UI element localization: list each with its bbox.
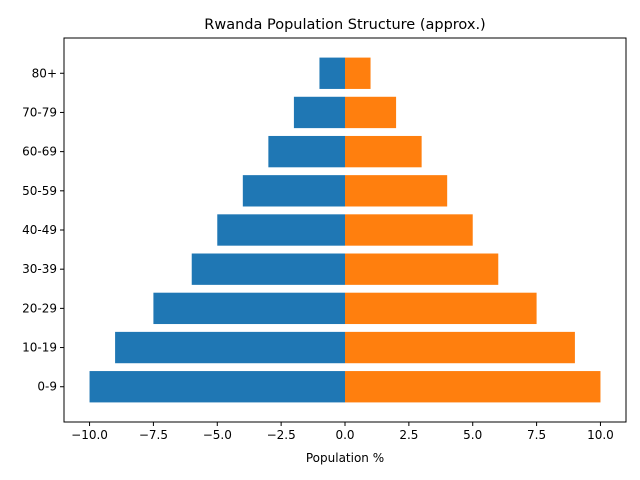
bar-series2-80+	[345, 57, 371, 89]
chart-title: Rwanda Population Structure (approx.)	[204, 17, 485, 33]
x-tick-label: 5.0	[463, 428, 482, 442]
y-axis-ticks: 0-9 10-19 20-29 30-39 40-49 50-59 60-69 70-79 80…	[22, 66, 64, 394]
bar-series2-20-29	[345, 292, 537, 325]
bar-series1-0-9	[89, 371, 345, 403]
y-tick-label: 70-79	[22, 105, 57, 119]
bar-series1-80+	[319, 57, 345, 89]
x-tick-label: −7.5	[139, 428, 168, 442]
x-tick-label: 10.0	[587, 428, 614, 442]
y-tick-label: 50-59	[22, 184, 57, 198]
y-tick-label: 30-39	[22, 262, 57, 276]
x-tick-label: 0.0	[335, 428, 354, 442]
x-axis-label: Population %	[306, 451, 384, 465]
y-tick-label: 0-9	[37, 380, 57, 394]
bars-group	[89, 57, 601, 403]
bar-series2-30-39	[345, 253, 499, 285]
bar-series1-40-49	[217, 214, 345, 246]
bar-series2-40-49	[345, 214, 473, 246]
bar-series1-10-19	[115, 331, 345, 364]
plot-frame	[63, 37, 627, 423]
x-tick-label: 2.5	[399, 428, 418, 442]
bar-series1-30-39	[191, 253, 345, 285]
bar-series2-0-9	[345, 371, 601, 403]
y-tick-label: 20-29	[22, 301, 57, 315]
bar-series2-10-19	[345, 331, 575, 364]
x-tick-label: −2.5	[267, 428, 296, 442]
bar-series2-70-79	[345, 96, 397, 129]
x-tick-label: −10.0	[71, 428, 108, 442]
bar-series1-20-29	[153, 292, 345, 325]
y-tick-label: 60-69	[22, 145, 57, 159]
bar-series2-50-59	[345, 175, 448, 207]
y-tick-label: 10-19	[22, 341, 57, 355]
x-tick-label: 7.5	[527, 428, 546, 442]
bar-series1-70-79	[293, 96, 345, 129]
bar-series2-60-69	[345, 135, 422, 168]
y-tick-label: 40-49	[22, 223, 57, 237]
bar-series1-50-59	[242, 175, 345, 207]
x-tick-label: −5.0	[203, 428, 232, 442]
y-tick-label: 80+	[32, 66, 57, 80]
x-axis-ticks: −10.0 −7.5 −5.0 −2.5 0.0 2.5 5.0 7.5 10.0	[71, 422, 614, 442]
bar-series1-60-69	[268, 135, 345, 168]
